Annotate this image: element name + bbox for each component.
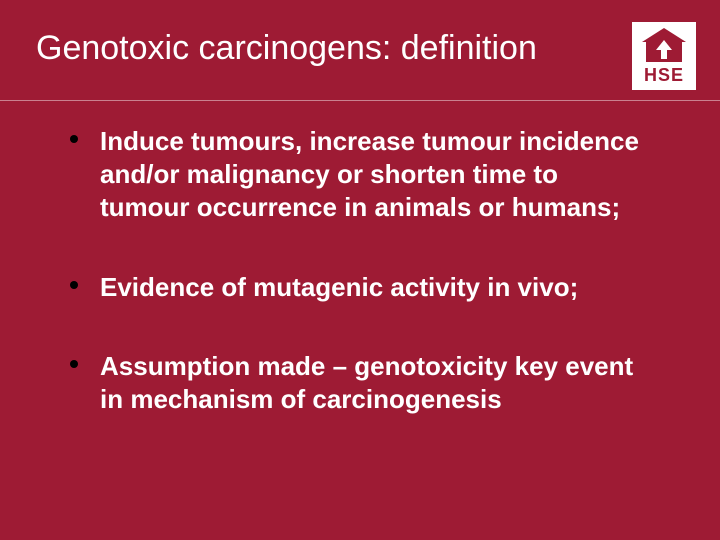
bullet-item: Assumption made – genotoxicity key event… <box>70 350 650 417</box>
hse-logo-icon <box>642 28 686 62</box>
bullet-text: Induce tumours, increase tumour incidenc… <box>100 125 650 225</box>
hse-logo: HSE <box>632 22 696 90</box>
logo-arrow-stem <box>661 49 667 59</box>
bullet-text: Assumption made – genotoxicity key event… <box>100 350 650 417</box>
slide-content: Induce tumours, increase tumour incidenc… <box>0 87 720 417</box>
slide-title: Genotoxic carcinogens: definition <box>36 28 684 69</box>
bullet-dot-icon <box>70 360 78 368</box>
bullet-item: Evidence of mutagenic activity in vivo; <box>70 271 650 304</box>
bullet-item: Induce tumours, increase tumour incidenc… <box>70 125 650 225</box>
bullet-text: Evidence of mutagenic activity in vivo; <box>100 271 578 304</box>
header-divider <box>0 100 720 101</box>
hse-logo-text: HSE <box>644 66 684 84</box>
slide-header: Genotoxic carcinogens: definition <box>0 0 720 87</box>
bullet-dot-icon <box>70 135 78 143</box>
bullet-dot-icon <box>70 281 78 289</box>
